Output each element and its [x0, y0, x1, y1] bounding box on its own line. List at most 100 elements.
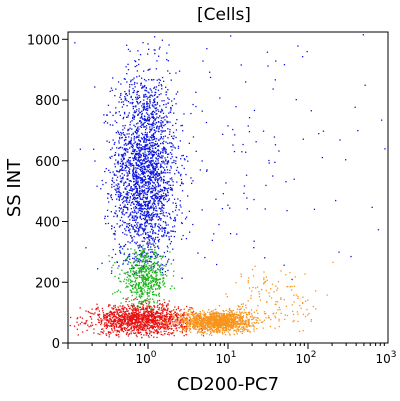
data-point	[126, 175, 128, 177]
data-point	[141, 252, 143, 254]
data-point	[147, 315, 149, 317]
data-point	[148, 216, 150, 218]
data-point	[156, 254, 159, 256]
data-point	[153, 87, 155, 89]
data-point	[150, 187, 153, 189]
data-point	[165, 150, 167, 152]
data-point	[186, 327, 188, 329]
data-point	[170, 235, 172, 237]
data-point	[161, 76, 164, 79]
data-point	[149, 319, 151, 322]
data-point	[146, 143, 148, 146]
data-point	[131, 225, 133, 227]
data-point	[157, 130, 159, 132]
data-point	[132, 173, 134, 175]
data-point	[335, 199, 337, 202]
data-point	[235, 320, 237, 323]
data-point	[127, 226, 129, 229]
data-point	[204, 328, 206, 330]
data-point	[192, 103, 194, 106]
data-point	[242, 143, 244, 146]
data-point	[229, 233, 232, 235]
data-point	[136, 176, 138, 178]
data-point	[142, 230, 145, 232]
data-point	[97, 268, 99, 270]
data-point	[384, 148, 386, 150]
data-point	[141, 132, 143, 134]
data-point	[122, 208, 124, 211]
data-point	[161, 317, 163, 319]
data-point	[191, 311, 193, 314]
data-point	[143, 107, 146, 109]
data-point	[115, 189, 117, 192]
data-point	[141, 173, 143, 175]
data-point	[121, 330, 123, 332]
data-point	[161, 195, 164, 197]
data-point	[168, 44, 170, 46]
data-point	[135, 181, 138, 183]
data-point	[159, 326, 161, 329]
data-point	[118, 326, 120, 329]
data-point	[173, 325, 176, 327]
data-point	[162, 160, 164, 162]
data-point	[143, 137, 145, 139]
data-point	[160, 165, 162, 168]
data-point	[129, 86, 131, 88]
data-point	[132, 153, 134, 155]
data-point	[140, 256, 143, 258]
data-point	[126, 191, 128, 193]
data-point	[133, 137, 135, 139]
data-point	[153, 332, 155, 334]
data-point	[181, 164, 183, 167]
data-point	[146, 169, 148, 171]
data-point	[166, 310, 168, 312]
data-point	[159, 184, 161, 186]
data-point	[143, 310, 145, 313]
data-point	[111, 89, 113, 91]
data-point	[188, 142, 190, 144]
data-point	[166, 156, 169, 158]
data-point	[164, 124, 166, 126]
data-point	[138, 302, 140, 305]
data-point	[134, 231, 136, 233]
data-point	[161, 157, 163, 159]
data-point	[143, 207, 145, 209]
data-point	[154, 36, 156, 38]
data-point	[161, 305, 164, 307]
data-point	[138, 244, 141, 246]
data-point	[130, 208, 132, 210]
data-point	[173, 315, 175, 317]
data-point	[247, 125, 249, 127]
data-point	[195, 150, 197, 152]
data-point	[146, 243, 148, 245]
data-point	[141, 189, 143, 191]
data-point	[152, 270, 154, 272]
data-point	[132, 146, 134, 149]
data-point	[138, 312, 140, 315]
data-point	[217, 323, 220, 325]
data-point	[169, 189, 172, 191]
data-point	[168, 184, 170, 186]
data-point	[122, 312, 124, 314]
data-point	[142, 118, 144, 120]
data-point	[116, 162, 119, 164]
data-point	[218, 223, 220, 226]
data-point	[156, 170, 158, 173]
data-point	[141, 308, 143, 310]
data-point	[131, 291, 133, 293]
data-point	[127, 208, 129, 210]
data-point	[120, 320, 122, 322]
data-point	[100, 319, 102, 321]
data-point	[157, 233, 159, 235]
data-point	[152, 268, 154, 270]
data-point	[126, 322, 129, 324]
data-point	[151, 291, 154, 293]
data-point	[134, 131, 137, 134]
data-point	[126, 197, 129, 199]
data-point	[136, 70, 138, 72]
data-point	[174, 209, 177, 211]
data-point	[114, 238, 116, 240]
data-point	[190, 177, 192, 179]
data-point	[138, 281, 140, 284]
data-point	[239, 325, 241, 327]
